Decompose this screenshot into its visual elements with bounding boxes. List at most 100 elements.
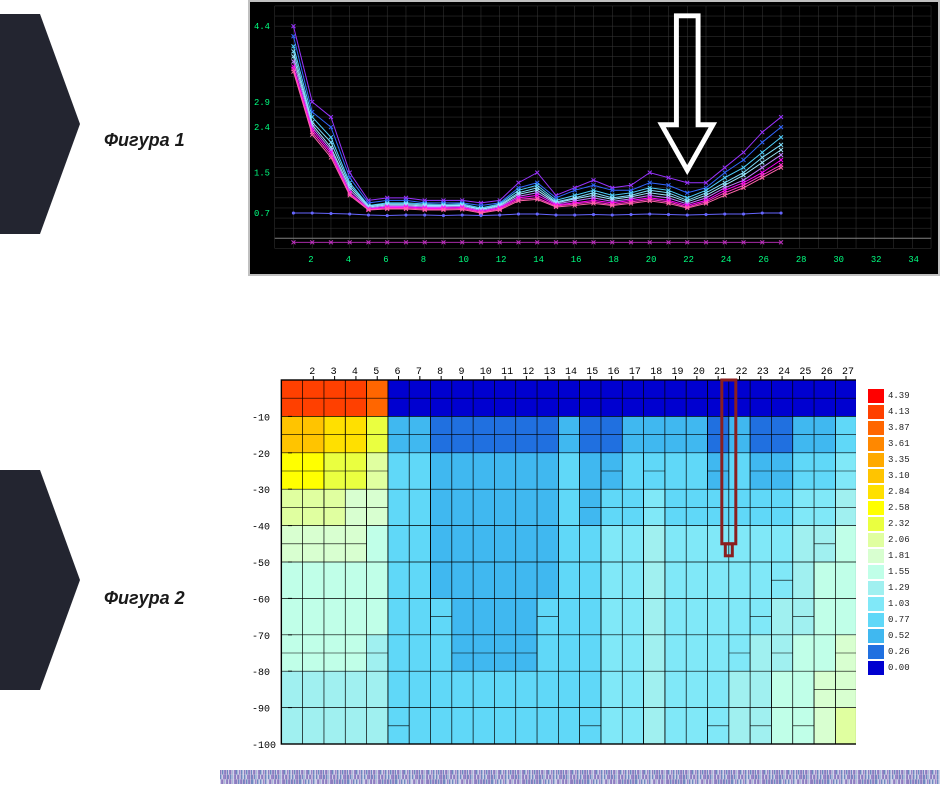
legend-swatch xyxy=(868,485,884,499)
color-scale-legend: 4.39 4.13 3.87 3.61 3.35 3.10 2.84 2.58 2.32 2.06… xyxy=(868,388,928,676)
svg-text:0.7: 0.7 xyxy=(254,209,270,219)
svg-text:18: 18 xyxy=(650,367,662,378)
svg-text:24: 24 xyxy=(778,367,790,378)
legend-row: 3.10 xyxy=(868,468,928,484)
svg-text:32: 32 xyxy=(871,255,882,265)
legend-row: 3.61 xyxy=(868,436,928,452)
svg-text:-30: -30 xyxy=(252,486,270,497)
legend-value: 4.13 xyxy=(888,407,910,417)
legend-value: 0.00 xyxy=(888,663,910,673)
svg-text:14: 14 xyxy=(533,255,544,265)
svg-text:2.9: 2.9 xyxy=(254,98,270,108)
legend-swatch xyxy=(868,533,884,547)
legend-swatch xyxy=(868,661,884,675)
legend-swatch xyxy=(868,613,884,627)
svg-text:-70: -70 xyxy=(252,632,270,643)
figure-1-chart: 0.71.52.42.94.42468101214161820222426283… xyxy=(248,0,940,276)
legend-swatch xyxy=(868,517,884,531)
svg-text:10: 10 xyxy=(458,255,469,265)
legend-row: 2.06 xyxy=(868,532,928,548)
svg-text:16: 16 xyxy=(608,367,620,378)
legend-value: 0.52 xyxy=(888,631,910,641)
legend-swatch xyxy=(868,565,884,579)
svg-text:13: 13 xyxy=(544,367,556,378)
svg-text:2: 2 xyxy=(308,255,313,265)
svg-text:25: 25 xyxy=(799,367,811,378)
legend-swatch xyxy=(868,421,884,435)
svg-text:15: 15 xyxy=(586,367,598,378)
legend-swatch xyxy=(868,581,884,595)
svg-text:-100: -100 xyxy=(252,741,276,752)
svg-text:-40: -40 xyxy=(252,523,270,534)
legend-swatch xyxy=(868,629,884,643)
legend-row: 2.84 xyxy=(868,484,928,500)
svg-text:20: 20 xyxy=(693,367,705,378)
legend-swatch xyxy=(868,389,884,403)
svg-text:6: 6 xyxy=(395,367,401,378)
svg-text:6: 6 xyxy=(383,255,388,265)
svg-text:1.5: 1.5 xyxy=(254,169,270,179)
svg-text:-20: -20 xyxy=(252,450,270,461)
legend-swatch xyxy=(868,549,884,563)
legend-row: 4.39 xyxy=(868,388,928,404)
legend-value: 2.58 xyxy=(888,503,910,513)
svg-text:5: 5 xyxy=(373,367,379,378)
svg-text:-90: -90 xyxy=(252,705,270,716)
decor-pointer-2 xyxy=(0,470,80,690)
svg-text:26: 26 xyxy=(821,367,833,378)
svg-text:-50: -50 xyxy=(252,559,270,570)
legend-row: 1.81 xyxy=(868,548,928,564)
figure-2-chart: 2345678910111213141516171819202122232425… xyxy=(248,360,856,752)
legend-swatch xyxy=(868,405,884,419)
svg-text:16: 16 xyxy=(571,255,582,265)
svg-text:12: 12 xyxy=(496,255,507,265)
legend-swatch xyxy=(868,469,884,483)
svg-text:24: 24 xyxy=(721,255,732,265)
legend-swatch xyxy=(868,597,884,611)
legend-row: 0.77 xyxy=(868,612,928,628)
legend-row: 1.55 xyxy=(868,564,928,580)
svg-text:-80: -80 xyxy=(252,668,270,679)
svg-text:26: 26 xyxy=(758,255,769,265)
svg-text:9: 9 xyxy=(458,367,464,378)
svg-text:-60: -60 xyxy=(252,595,270,606)
legend-row: 0.26 xyxy=(868,644,928,660)
legend-row: 1.03 xyxy=(868,596,928,612)
legend-value: 3.61 xyxy=(888,439,910,449)
svg-text:23: 23 xyxy=(757,367,769,378)
svg-text:20: 20 xyxy=(646,255,657,265)
legend-row: 1.29 xyxy=(868,580,928,596)
legend-value: 2.06 xyxy=(888,535,910,545)
legend-value: 0.77 xyxy=(888,615,910,625)
svg-text:34: 34 xyxy=(908,255,919,265)
legend-value: 1.55 xyxy=(888,567,910,577)
svg-text:11: 11 xyxy=(501,367,513,378)
legend-swatch xyxy=(868,453,884,467)
svg-text:22: 22 xyxy=(735,367,747,378)
svg-text:2.4: 2.4 xyxy=(254,123,270,133)
svg-text:28: 28 xyxy=(796,255,807,265)
svg-text:7: 7 xyxy=(416,367,422,378)
svg-text:10: 10 xyxy=(480,367,492,378)
legend-value: 3.10 xyxy=(888,471,910,481)
legend-value: 3.87 xyxy=(888,423,910,433)
legend-row: 4.13 xyxy=(868,404,928,420)
svg-text:8: 8 xyxy=(421,255,426,265)
svg-text:4: 4 xyxy=(346,255,351,265)
legend-swatch xyxy=(868,645,884,659)
legend-value: 1.29 xyxy=(888,583,910,593)
svg-text:21: 21 xyxy=(714,367,726,378)
legend-value: 2.84 xyxy=(888,487,910,497)
decorative-noise-strip xyxy=(220,770,940,784)
legend-swatch xyxy=(868,501,884,515)
decor-pointer-1 xyxy=(0,14,80,234)
legend-value: 0.26 xyxy=(888,647,910,657)
svg-text:2: 2 xyxy=(309,367,315,378)
legend-row: 0.52 xyxy=(868,628,928,644)
legend-value: 4.39 xyxy=(888,391,910,401)
legend-value: 3.35 xyxy=(888,455,910,465)
legend-row: 2.32 xyxy=(868,516,928,532)
legend-value: 2.32 xyxy=(888,519,910,529)
svg-text:18: 18 xyxy=(608,255,619,265)
svg-text:14: 14 xyxy=(565,367,577,378)
